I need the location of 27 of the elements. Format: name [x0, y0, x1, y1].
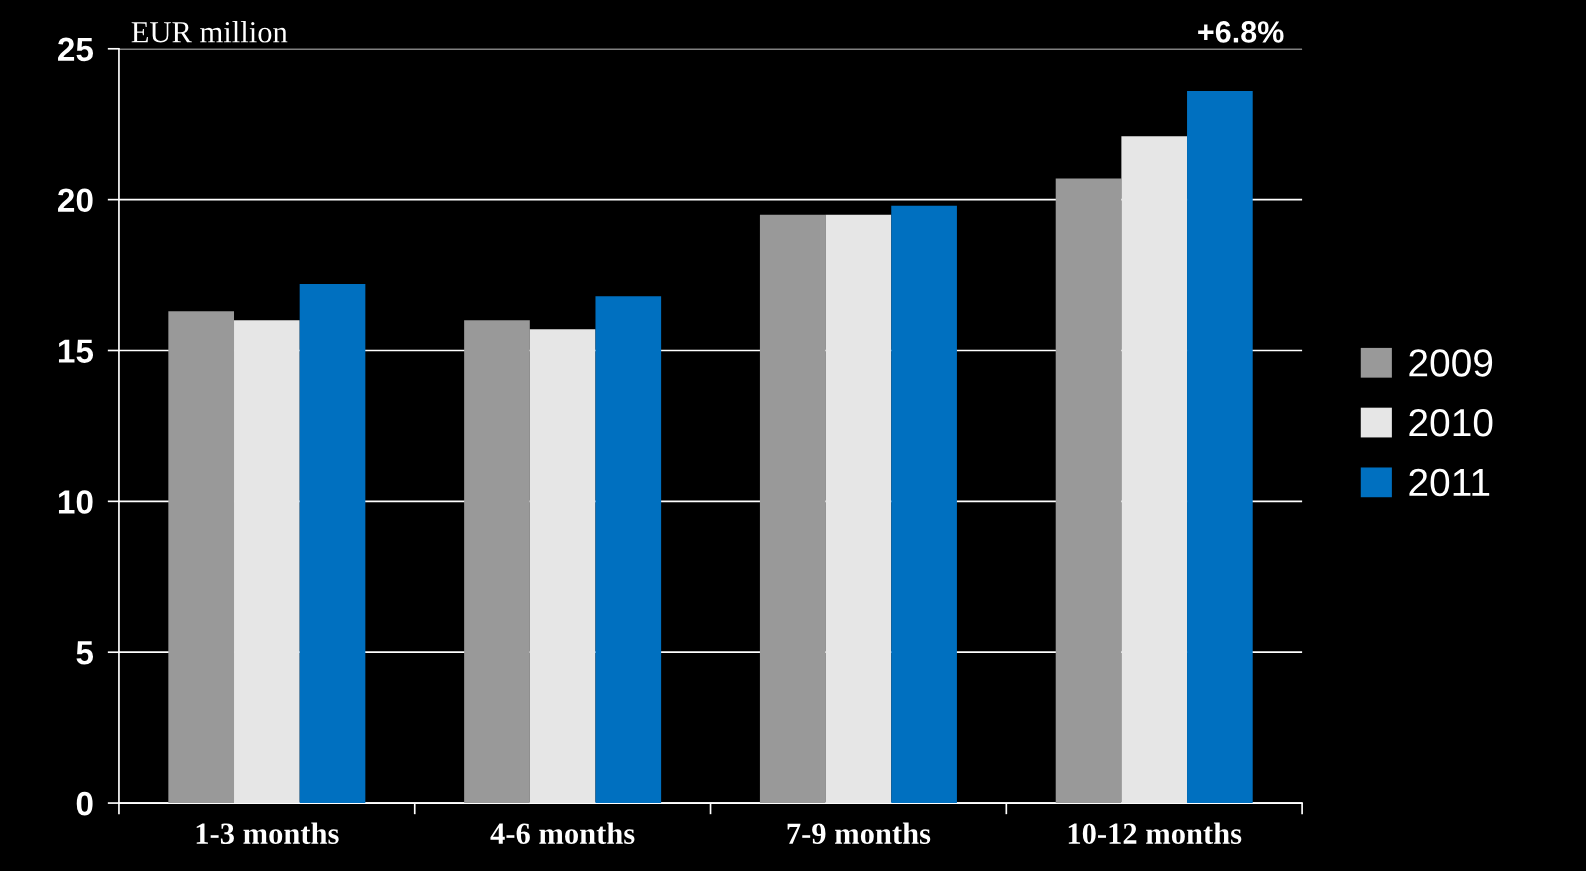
y-tick-label: 10 — [58, 490, 93, 514]
bar — [595, 296, 662, 804]
bar — [299, 284, 366, 804]
y-tick-label: 15 — [58, 339, 94, 363]
bar — [759, 214, 826, 804]
x-tick-label: 7-9 months — [787, 822, 931, 845]
y-axis-title: EUR million — [131, 21, 288, 43]
x-tick-label: 1-3 months — [196, 822, 339, 845]
x-tick-label: 4-6 months — [490, 822, 635, 845]
bar — [234, 320, 300, 804]
bar — [529, 329, 596, 804]
bar — [891, 205, 957, 804]
x-tick-label: 10-12 months — [1068, 822, 1242, 845]
y-tick-label: 20 — [58, 188, 93, 213]
bar — [464, 320, 530, 804]
y-tick-label: 0 — [76, 791, 93, 816]
y-tick-label: 25 — [58, 37, 94, 62]
bar — [825, 214, 892, 804]
legend-label: 2010 — [1409, 408, 1493, 437]
bar — [168, 311, 235, 804]
legend-label: 2011 — [1409, 468, 1490, 497]
legend-label: 2009 — [1409, 349, 1493, 377]
bar — [1121, 136, 1188, 804]
text: +6.8% — [1198, 21, 1284, 43]
bar — [1055, 178, 1122, 804]
y-tick-label: 5 — [76, 641, 94, 665]
bar — [1187, 91, 1253, 804]
